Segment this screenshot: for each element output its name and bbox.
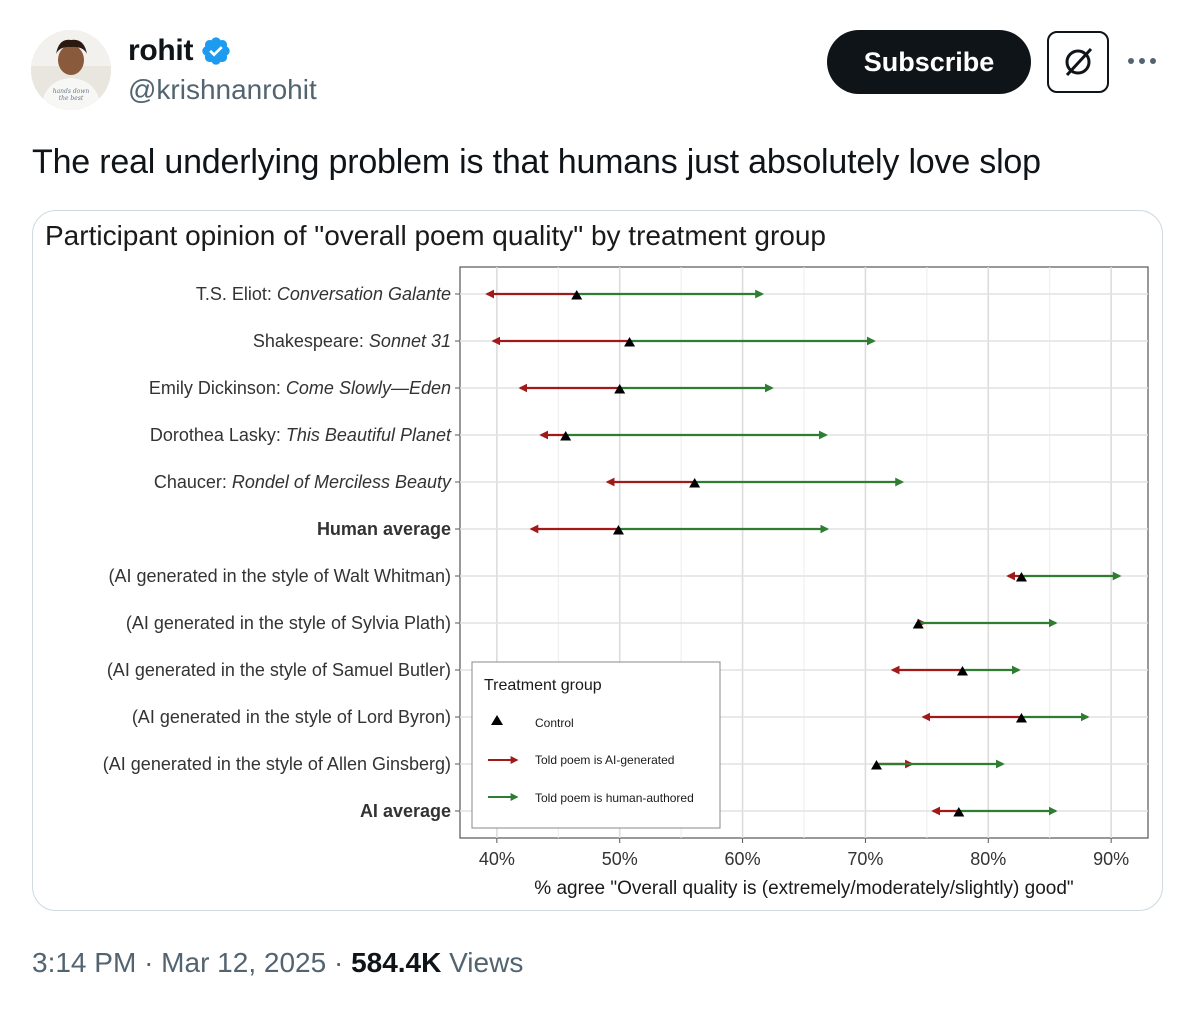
x-tick-label: 90% (1093, 849, 1129, 869)
x-axis-label: % agree "Overall quality is (extremely/m… (534, 878, 1073, 899)
row-label-title: Rondel of Merciless Beauty (232, 472, 452, 492)
more-icon[interactable] (1128, 48, 1162, 74)
row-label-text: Chaucer: (154, 472, 232, 492)
row-label: Chaucer: Rondel of Merciless Beauty (154, 472, 452, 492)
tweet-text: The real underlying problem is that huma… (32, 143, 1041, 181)
views-label: Views (449, 947, 524, 978)
meta-separator: · (144, 947, 154, 978)
avatar-photo: hands down the best (31, 30, 111, 110)
more-dot (1150, 58, 1156, 64)
x-tick-label: 70% (847, 849, 883, 869)
control-marker (571, 290, 583, 300)
control-marker (689, 478, 701, 488)
row-label-text: (AI generated in the style of Lord Byron… (132, 707, 451, 727)
chart-title: Participant opinion of "overall poem qua… (45, 220, 826, 251)
row-label-text: Dorothea Lasky: (150, 425, 286, 445)
control-marker (614, 384, 626, 394)
row-label: Dorothea Lasky: This Beautiful Planet (150, 425, 452, 445)
shirt-text-1: hands down (53, 88, 90, 95)
row-label: Shakespeare: Sonnet 31 (253, 331, 451, 351)
row-label: (AI generated in the style of Sylvia Pla… (126, 613, 451, 633)
views-count: 584.4K (351, 947, 442, 978)
legend-title: Treatment group (484, 677, 602, 694)
row-label-title: Sonnet 31 (369, 331, 451, 351)
row-labels: T.S. Eliot: Conversation Galante Shakespe… (103, 284, 460, 821)
subscribe-button[interactable]: Subscribe (827, 30, 1031, 94)
tweet-media-chart[interactable]: Participant opinion of "overall poem qua… (32, 210, 1163, 911)
row-label: (AI generated in the style of Walt Whitm… (109, 566, 451, 586)
row-label: Emily Dickinson: Come Slowly—Eden (149, 378, 451, 398)
row-label-text: (AI generated in the style of Allen Gins… (103, 754, 451, 774)
verified-badge-icon[interactable] (200, 35, 232, 67)
x-tick-label: 40% (479, 849, 515, 869)
row-label-text: Shakespeare: (253, 331, 369, 351)
control-marker (953, 807, 965, 817)
x-tick-label: 60% (725, 849, 761, 869)
author-info: rohit @krishnanrohit (128, 34, 317, 106)
row-label-title: This Beautiful Planet (286, 425, 452, 445)
control-marker (956, 666, 968, 676)
control-marker (624, 337, 636, 347)
legend-control-label: Control (535, 716, 574, 730)
legend-ai-generated-label: Told poem is AI-generated (535, 753, 674, 767)
shirt-text-2: the best (59, 95, 84, 102)
row-label: (AI generated in the style of Allen Gins… (103, 754, 451, 774)
data-marks (485, 289, 1122, 817)
row-label: (AI generated in the style of Samuel But… (107, 660, 451, 680)
control-marker (1015, 572, 1027, 582)
row-label-text: T.S. Eliot: (196, 284, 277, 304)
row-label: AI average (360, 801, 451, 821)
x-tick-label: 50% (602, 849, 638, 869)
row-label: (AI generated in the style of Lord Byron… (132, 707, 451, 727)
row-label-text: (AI generated in the style of Samuel But… (107, 660, 451, 680)
grok-icon (1065, 47, 1093, 77)
row-label: T.S. Eliot: Conversation Galante (196, 284, 451, 304)
row-label-title: Conversation Galante (277, 284, 451, 304)
meta-separator: · (333, 947, 344, 978)
control-marker (870, 760, 882, 770)
control-marker (1015, 713, 1027, 723)
row-label-text: Human average (317, 519, 451, 539)
display-name[interactable]: rohit (128, 34, 194, 67)
poem-quality-chart: Participant opinion of "overall poem qua… (45, 220, 1149, 899)
row-label-text: Emily Dickinson: (149, 378, 286, 398)
grok-button[interactable] (1047, 31, 1109, 93)
row-label-text: (AI generated in the style of Sylvia Pla… (126, 613, 451, 633)
row-label: Human average (317, 519, 451, 539)
row-label-text: (AI generated in the style of Walt Whitm… (109, 566, 451, 586)
control-marker (560, 431, 572, 441)
row-label-title: Come Slowly—Eden (286, 378, 451, 398)
tweet-date[interactable]: Mar 12, 2025 (161, 947, 327, 978)
more-dot (1128, 58, 1134, 64)
row-label-text: AI average (360, 801, 451, 821)
control-marker (612, 525, 624, 535)
handle[interactable]: @krishnanrohit (128, 74, 317, 105)
avatar[interactable]: hands down the best (31, 30, 111, 110)
legend-control-marker (491, 715, 503, 725)
legend: Treatment group Control Told poem is AI-… (471, 661, 721, 829)
x-axis: 40% 50% 60% 70% 80% 90% (479, 838, 1129, 869)
tweet-meta: 3:14 PM · Mar 12, 2025 · 584.4K Views (32, 945, 523, 981)
more-dot (1139, 58, 1145, 64)
tweet-time[interactable]: 3:14 PM (32, 947, 137, 978)
control-marker (912, 619, 924, 629)
x-tick-label: 80% (970, 849, 1006, 869)
legend-human-authored-label: Told poem is human-authored (535, 791, 694, 805)
